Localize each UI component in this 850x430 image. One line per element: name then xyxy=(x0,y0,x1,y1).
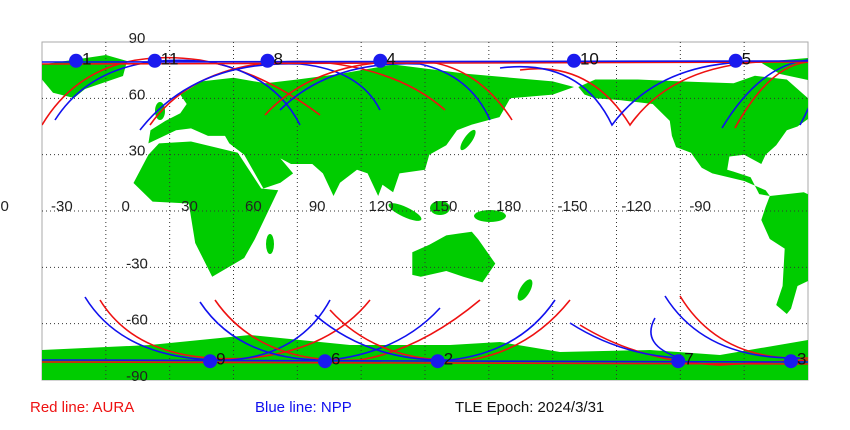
new-guinea xyxy=(474,210,506,222)
lon-label: 0 xyxy=(121,198,129,215)
sumatra xyxy=(388,203,422,221)
lat-label: 30 xyxy=(129,143,146,160)
lon-label: 60 xyxy=(245,198,262,215)
lon-label: -150 xyxy=(557,198,587,215)
lat-label: -60 xyxy=(126,312,148,329)
lon-label: -90 xyxy=(689,198,711,215)
satellites: 1 11 8 4 10 59 6 2 7 3 xyxy=(69,49,806,369)
npp-track xyxy=(42,60,808,63)
aura-track xyxy=(42,61,808,65)
africa xyxy=(133,141,279,277)
japan xyxy=(460,129,476,151)
satellite-dot xyxy=(373,53,388,68)
satellite-label: 7 xyxy=(684,350,693,369)
npp-track xyxy=(499,61,761,127)
australia xyxy=(412,231,496,283)
lon-label: 120 xyxy=(368,198,393,215)
npp-track xyxy=(664,295,801,359)
satellite-dot xyxy=(203,354,218,369)
lat-label: 90 xyxy=(129,30,146,47)
satellite-label: 2 xyxy=(444,350,453,369)
satellite-label: 4 xyxy=(386,49,395,68)
satellite-label: 5 xyxy=(742,49,751,68)
aura-track xyxy=(734,61,808,129)
satellite-dot xyxy=(728,53,743,68)
satellite-label: 8 xyxy=(274,49,283,68)
satellite-label: 3 xyxy=(797,350,806,369)
south-america xyxy=(761,192,808,314)
greenland xyxy=(42,55,127,98)
lon-label: 30 xyxy=(181,198,198,215)
satellite-dot xyxy=(430,354,445,369)
new-zealand xyxy=(517,279,533,301)
satellite-label: 1 xyxy=(82,49,91,68)
npp-track xyxy=(279,62,491,121)
tle-epoch: TLE Epoch: 2024/3/31 xyxy=(455,399,604,416)
aura-track xyxy=(214,299,481,362)
madagascar xyxy=(266,234,274,254)
lat-label: -90 xyxy=(126,368,148,385)
lat-label: 60 xyxy=(129,86,146,103)
satellite-dot xyxy=(317,354,332,369)
satellite-dot xyxy=(783,354,798,369)
satellite-dot xyxy=(147,53,162,68)
north-america xyxy=(578,75,808,196)
npp-track xyxy=(314,299,556,361)
lon-label: 150 xyxy=(432,198,457,215)
aura-track xyxy=(42,56,321,126)
lat-label: -30 xyxy=(126,255,148,272)
lon-label: 180 xyxy=(496,198,521,215)
arctic-islands xyxy=(760,58,808,80)
lon-label: -60 xyxy=(0,198,9,215)
satellite-dot xyxy=(566,53,581,68)
satellite-dot xyxy=(671,354,686,369)
satellite-label: 9 xyxy=(216,350,225,369)
satellite-label: 11 xyxy=(161,49,179,68)
lon-label: -30 xyxy=(51,198,73,215)
legend-npp: Blue line: NPP xyxy=(255,399,352,416)
axis-labels: 90 60 30 -30 -60 -90 -30 0 30 60 90 120 150 180 -150 -1… xyxy=(0,30,711,385)
lon-label: 90 xyxy=(309,198,326,215)
legend-aura: Red line: AURA xyxy=(30,399,134,416)
satellite-dot xyxy=(260,53,275,68)
satellite-label: 6 xyxy=(331,350,340,369)
aura-track xyxy=(329,299,571,362)
satellite-label: 10 xyxy=(580,49,599,68)
npp-track xyxy=(799,107,808,126)
lon-label: -120 xyxy=(621,198,651,215)
satellite-dot xyxy=(69,53,84,68)
